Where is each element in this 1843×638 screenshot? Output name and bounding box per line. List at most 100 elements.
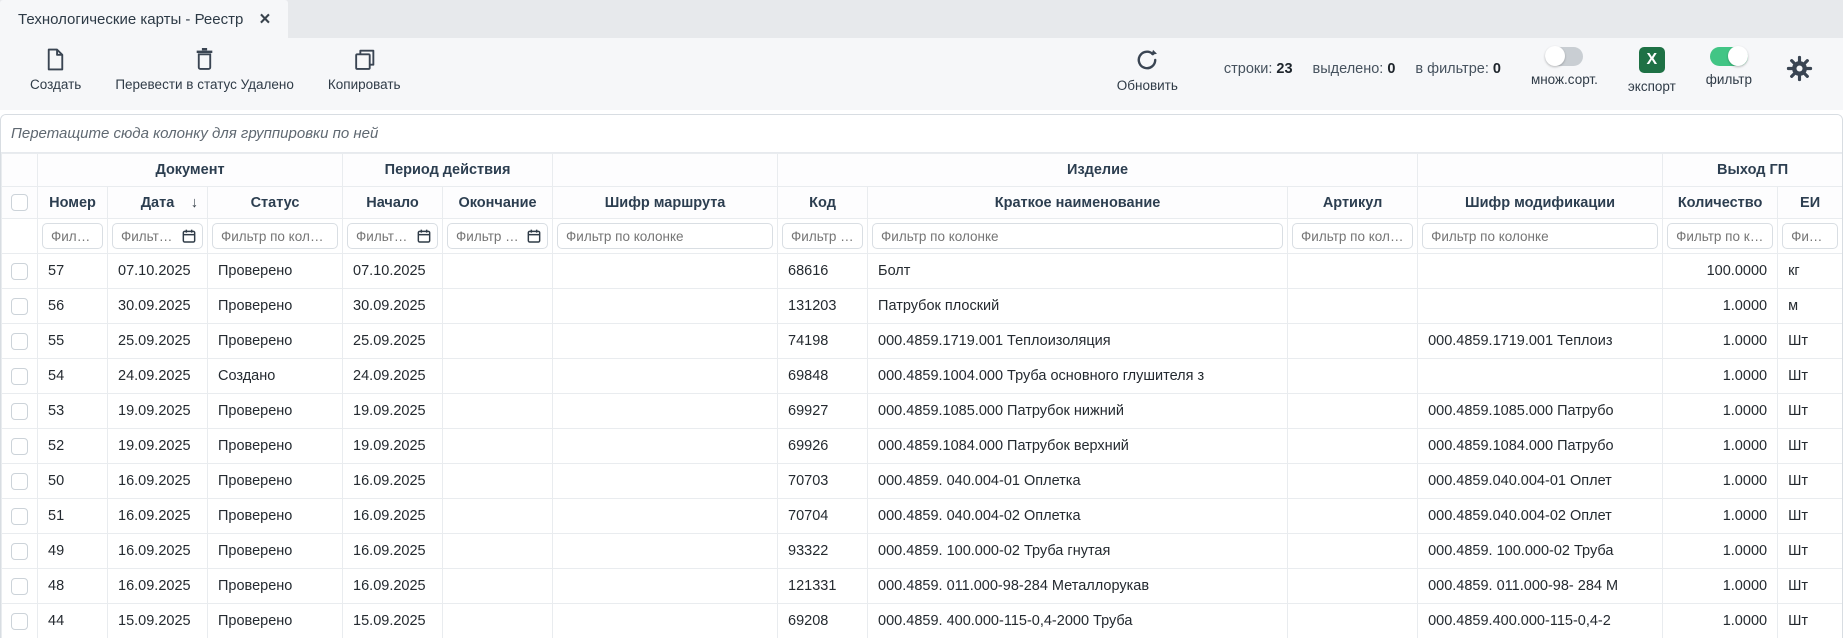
cell: 74198 (777, 323, 869, 359)
column-header-unit[interactable]: ЕИ (1777, 186, 1842, 219)
cell: 54 (37, 358, 108, 394)
filter-input-modification-code[interactable] (1422, 223, 1659, 249)
column-header-start[interactable]: Начало (342, 186, 444, 219)
table-row[interactable]: 48 16.09.2025 Проверено 16.09.2025 121331 000… (1, 568, 1842, 604)
filter-input-status[interactable] (212, 223, 339, 249)
filter-input-end[interactable] (447, 223, 549, 249)
table-row[interactable]: 54 24.09.2025 Создано 24.09.2025 69848 000.48… (1, 358, 1842, 394)
column-header-quantity[interactable]: Количество (1662, 186, 1779, 219)
filter-input-route-code[interactable] (557, 223, 774, 249)
filter-input-short-name[interactable] (872, 223, 1284, 249)
select-all-cell (1, 186, 38, 219)
cell: 56 (37, 288, 108, 324)
filter-input-number[interactable] (42, 223, 103, 249)
export-button[interactable]: x экспорт (1628, 47, 1676, 94)
excel-export-icon[interactable]: x (1638, 47, 1665, 73)
row-checkbox[interactable] (11, 367, 28, 385)
cell: 93322 (777, 533, 869, 569)
cell: 16.09.2025 (107, 498, 208, 534)
table-row[interactable]: 53 19.09.2025 Проверено 19.09.2025 69927 000.… (1, 393, 1842, 429)
cell (1287, 358, 1419, 394)
multisort-label: множ.сорт. (1530, 72, 1598, 87)
filter-input-code[interactable] (782, 223, 864, 249)
rows-counter: строки: 23 (1223, 61, 1293, 77)
cell: 48 (37, 568, 108, 604)
cell: Проверено (206, 323, 344, 359)
cell: 000.4859. 011.000-98- 284 М (1417, 568, 1664, 604)
selected-counter: выделено: 0 (1312, 61, 1396, 77)
filter-toggle[interactable]: фильтр (1706, 46, 1752, 87)
tab-bar: Технологические карты - Реестр × (0, 0, 1843, 38)
table-row[interactable]: 55 25.09.2025 Проверено 25.09.2025 74198 000.… (1, 323, 1842, 359)
filter-toggle-switch[interactable] (1709, 46, 1748, 66)
toolbar-right: Обновить строки: 23 выделено: 0 в фильтре:… (1117, 46, 1813, 94)
column-header-number[interactable]: Номер (37, 186, 108, 219)
filter-input-start[interactable] (347, 223, 439, 249)
filter-input-quantity[interactable] (1667, 223, 1774, 249)
multisort-toggle-switch[interactable] (1545, 46, 1584, 66)
row-checkbox[interactable] (11, 542, 28, 560)
cell: 70704 (777, 498, 869, 534)
column-header-end[interactable]: Окончание (442, 186, 554, 219)
column-header-date[interactable]: Дата ↓ (107, 186, 208, 219)
grouping-dropzone[interactable]: Перетащите сюда колонку для группировки … (1, 115, 1842, 153)
row-checkbox[interactable] (11, 577, 28, 595)
column-header-code[interactable]: Код (777, 186, 869, 219)
column-header-modification-code[interactable]: Шифр модификации (1417, 186, 1664, 219)
row-checkbox[interactable] (11, 472, 28, 490)
cell: 1.0000 (1662, 358, 1779, 394)
column-header-short-name[interactable]: Краткое наименование (867, 186, 1289, 219)
tab-tech-cards-registry[interactable]: Технологические карты - Реестр × (0, 0, 289, 38)
cell: 55 (37, 323, 108, 359)
row-checkbox[interactable] (11, 402, 28, 420)
row-checkbox[interactable] (11, 297, 28, 315)
column-header-row: Номер Дата ↓ Статус Начало Окончание Шифр… (1, 186, 1842, 219)
export-label: экспорт (1627, 79, 1676, 94)
copy-button[interactable]: Копировать (328, 47, 401, 92)
filter-input-article[interactable] (1292, 223, 1414, 249)
refresh-button[interactable]: Обновить (1117, 47, 1178, 93)
move-to-deleted-button[interactable]: Перевести в статус Удалено (115, 47, 294, 92)
cell: 16.09.2025 (342, 463, 444, 499)
row-checkbox[interactable] (11, 437, 28, 455)
filter-input-date[interactable] (112, 223, 203, 249)
table-row[interactable]: 57 07.10.2025 Проверено 07.10.2025 68616 Болт… (1, 253, 1842, 289)
column-header-route-code[interactable]: Шифр маршрута (552, 186, 779, 219)
table-row[interactable]: 56 30.09.2025 Проверено 30.09.2025 131203 Пат… (1, 288, 1842, 324)
cell (1287, 498, 1419, 534)
column-header-status[interactable]: Статус (206, 186, 344, 219)
create-button[interactable]: Создать (30, 47, 81, 92)
table-row[interactable]: 49 16.09.2025 Проверено 16.09.2025 93322 000.… (1, 533, 1842, 569)
table-row[interactable]: 44 15.09.2025 Проверено 15.09.2025 69208 000.… (1, 603, 1842, 638)
cell: Проверено (206, 498, 344, 534)
cell: Шт (1777, 533, 1842, 569)
table-row[interactable]: 51 16.09.2025 Проверено 16.09.2025 70704 000.… (1, 498, 1842, 534)
row-checkbox[interactable] (11, 612, 28, 630)
multisort-toggle[interactable]: множ.сорт. (1530, 46, 1598, 87)
cell (1287, 253, 1419, 289)
select-all-checkbox[interactable] (11, 194, 28, 211)
calendar-icon[interactable] (416, 228, 432, 244)
settings-button[interactable] (1786, 55, 1813, 85)
refresh-label: Обновить (1116, 78, 1178, 93)
table-row[interactable]: 52 19.09.2025 Проверено 19.09.2025 69926 000.… (1, 428, 1842, 464)
cell (1417, 358, 1664, 394)
calendar-icon[interactable] (181, 228, 197, 244)
calendar-icon[interactable] (526, 228, 542, 244)
cell: Шт (1777, 393, 1842, 429)
cell: 15.09.2025 (342, 603, 444, 638)
row-checkbox[interactable] (11, 332, 28, 350)
column-header-article[interactable]: Артикул (1287, 186, 1419, 219)
row-checkbox[interactable] (11, 507, 28, 525)
row-checkbox[interactable] (11, 262, 28, 280)
table-row[interactable]: 50 16.09.2025 Проверено 16.09.2025 70703 000.… (1, 463, 1842, 499)
cell: Проверено (206, 428, 344, 464)
group-spacer (1, 153, 38, 187)
filter-input-unit[interactable] (1782, 223, 1839, 249)
cell: 07.10.2025 (342, 253, 444, 289)
cell (442, 393, 554, 429)
tab-close-icon[interactable]: × (259, 8, 271, 30)
cell (552, 533, 779, 569)
cell: Шт (1777, 568, 1842, 604)
cell: 16.09.2025 (107, 568, 208, 604)
